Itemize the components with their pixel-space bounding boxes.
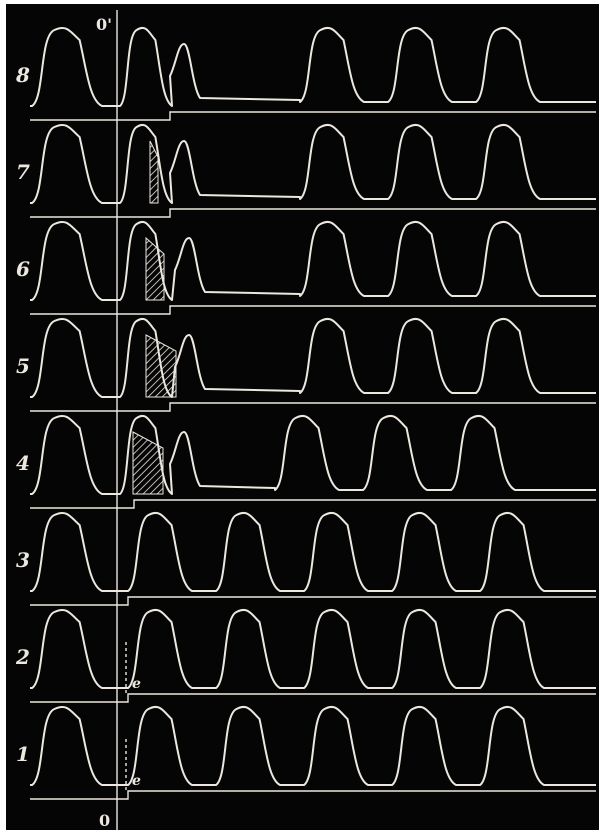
signal-line <box>30 402 596 412</box>
stimulus-label: e <box>132 773 141 789</box>
signal-line <box>30 790 596 800</box>
tracing-row: 3 <box>16 511 596 606</box>
row-label: 4 <box>16 451 30 475</box>
heart-tracing <box>30 511 596 592</box>
heart-tracing <box>30 26 596 107</box>
tracing-row: 6 <box>16 220 596 315</box>
row-label: 3 <box>16 548 30 572</box>
signal-line <box>30 208 596 218</box>
stimulus-label: e <box>132 676 141 692</box>
signal-line <box>30 305 596 315</box>
bottom-zero-marker: 0 <box>99 811 110 830</box>
tracing-row: 7 <box>16 123 596 218</box>
tracing-row: 4 <box>16 414 596 509</box>
tracing-row: 8 <box>15 26 596 121</box>
heart-tracing <box>30 220 596 301</box>
signal-line <box>30 596 596 606</box>
hatched-region <box>149 140 159 204</box>
heart-tracing <box>30 608 596 689</box>
signal-line <box>30 499 596 509</box>
top-zero-marker: 0' <box>96 15 112 34</box>
tracing-row: 5 <box>16 317 596 412</box>
heart-tracing <box>30 123 596 204</box>
hatched-region <box>132 431 164 495</box>
tracing-row: 2e <box>15 608 596 703</box>
row-label: 2 <box>15 645 30 669</box>
row-label: 6 <box>16 257 30 281</box>
row-label: 5 <box>16 354 30 378</box>
heart-tracing <box>30 705 596 786</box>
signal-line <box>30 111 596 121</box>
tracing-row: 1e <box>16 705 596 800</box>
signal-line <box>30 693 596 703</box>
plate-background <box>6 4 599 830</box>
row-label: 1 <box>16 742 30 766</box>
row-label: 8 <box>15 63 30 87</box>
heart-tracing <box>30 317 596 398</box>
row-label: 7 <box>16 160 30 184</box>
heart-tracing <box>30 414 596 495</box>
